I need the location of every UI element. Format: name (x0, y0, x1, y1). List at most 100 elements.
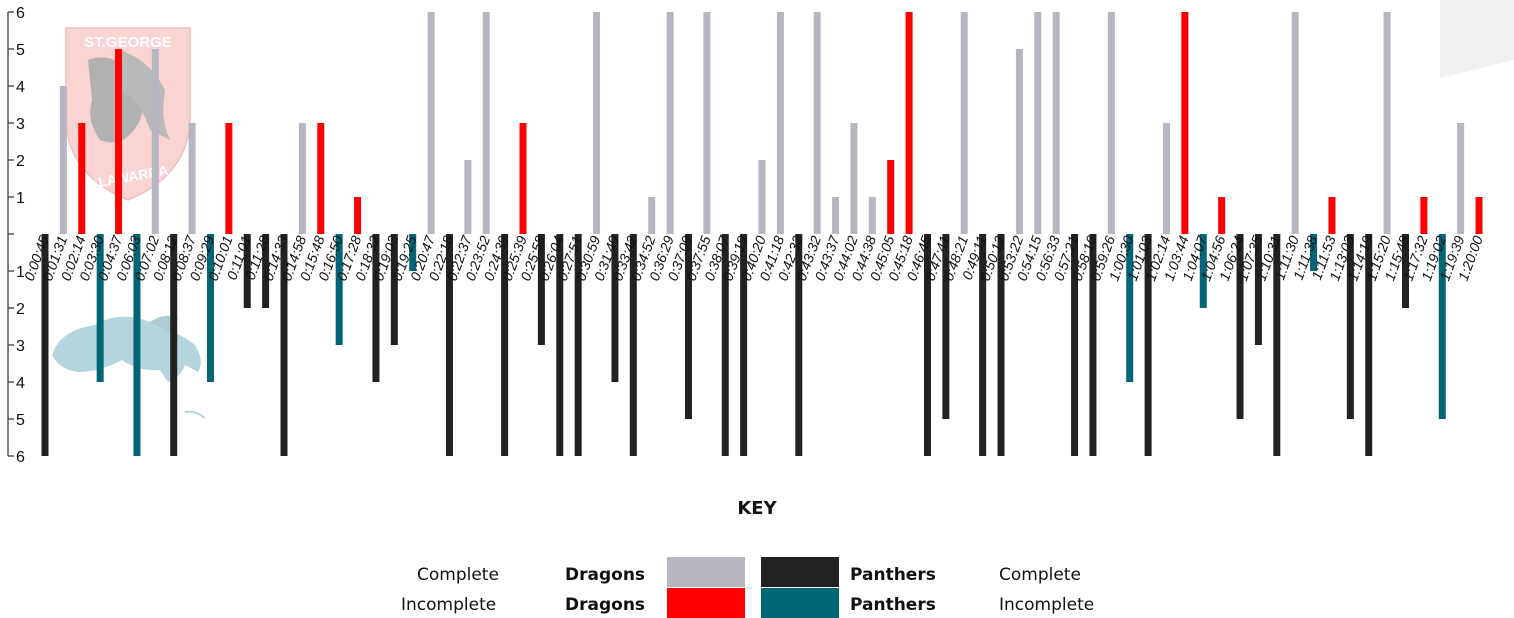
bar-dragons-incomplete (78, 123, 86, 234)
bar-panthers-incomplete (409, 234, 417, 271)
bar-panthers-complete (1144, 234, 1152, 456)
bar-panthers-complete (262, 234, 270, 308)
bar-dragons-incomplete (1475, 197, 1483, 234)
bar-dragons-incomplete (1218, 197, 1226, 234)
y-axis: 6 5 4 3 2 1 1 2 3 4 5 6 (7, 5, 25, 466)
y-tick-label: 3 (16, 116, 25, 133)
bar-chart: ST.GEORGE ILLAWARRA 6 5 4 3 2 1 1 2 3 4 5 6 0:00:45… (7, 0, 1514, 466)
bar-dragons-complete (1291, 12, 1299, 234)
bar-dragons-complete (813, 12, 821, 234)
y-tick-label: 5 (16, 42, 25, 59)
bar-dragons-complete (188, 123, 196, 234)
bar-dragons-incomplete (905, 12, 913, 234)
bar-panthers-complete (556, 234, 564, 456)
bar-dragons-incomplete (115, 49, 123, 234)
bar-panthers-complete (1089, 234, 1097, 456)
panthers-logo (52, 315, 206, 419)
bar-dragons-complete (832, 197, 840, 234)
bar-dragons-complete (482, 12, 490, 234)
y-tick-label: 6 (16, 449, 25, 466)
y-tick-label: 2 (16, 301, 25, 318)
bar-dragons-complete (648, 197, 656, 234)
x-tick-labels: 0:00:450:01:310:02:140:03:300:04:370:06:… (21, 232, 1486, 283)
legend-swatch-dragons-incomplete (667, 588, 745, 618)
bar-panthers-complete (721, 234, 729, 456)
bar-dragons-incomplete (1181, 12, 1189, 234)
bar-dragons-complete (298, 123, 306, 234)
bar-panthers-incomplete (1126, 234, 1134, 382)
bar-panthers-incomplete (133, 234, 141, 456)
bar-dragons-incomplete (225, 123, 233, 234)
y-tick-label: 2 (16, 153, 25, 170)
bar-dragons-incomplete (1420, 197, 1428, 234)
bar-dragons-complete (1107, 12, 1115, 234)
svg-text:ST.GEORGE: ST.GEORGE (84, 34, 172, 51)
bar-panthers-incomplete (1199, 234, 1207, 308)
bar-dragons-complete (758, 160, 766, 234)
bar-panthers-complete (243, 234, 251, 308)
bar-dragons-complete (427, 12, 435, 234)
bar-panthers-complete (1236, 234, 1244, 419)
bar-dragons-incomplete (354, 197, 362, 234)
y-tick-label: 1 (16, 190, 25, 207)
bar-panthers-incomplete (1438, 234, 1446, 419)
bar-panthers-complete (170, 234, 178, 456)
legend-panthers-complete-team: Panthers (850, 565, 936, 585)
bar-dragons-complete (1034, 12, 1042, 234)
bar-dragons-complete (703, 12, 711, 234)
key-title: KEY (737, 498, 777, 519)
bar-panthers-incomplete (96, 234, 104, 382)
bar-dragons-incomplete (1328, 197, 1336, 234)
legend-panthers-complete-kind: Complete (999, 565, 1081, 585)
bar-panthers-complete (795, 234, 803, 456)
bar-dragons-complete (59, 86, 67, 234)
bar-panthers-incomplete (1310, 234, 1318, 271)
bar-panthers-complete (1346, 234, 1354, 419)
bar-panthers-complete (611, 234, 619, 382)
bar-dragons-complete (1383, 12, 1391, 234)
legend-swatch-panthers-incomplete (761, 588, 839, 618)
bar-panthers-complete (740, 234, 748, 456)
legend-panthers-incomplete-kind: Incomplete (999, 595, 1095, 615)
bar-panthers-complete (372, 234, 380, 382)
bar-panthers-complete (574, 234, 582, 456)
bar-panthers-complete (41, 234, 49, 456)
legend-panthers-incomplete-team: Panthers (850, 595, 936, 615)
bar-panthers-complete (280, 234, 288, 456)
bar-panthers-complete (979, 234, 987, 456)
bar-panthers-incomplete (335, 234, 343, 345)
bars (41, 12, 1483, 456)
bar-panthers-complete (997, 234, 1005, 456)
bar-panthers-complete (629, 234, 637, 456)
bar-panthers-complete (537, 234, 545, 345)
bar-dragons-complete (1015, 49, 1023, 234)
team-logos: ST.GEORGE ILLAWARRA (52, 27, 206, 419)
bar-dragons-complete (151, 49, 159, 234)
legend-dragons-incomplete-team: Dragons (565, 595, 646, 615)
y-tick-label: 4 (16, 79, 25, 96)
legend-swatch-panthers-complete (761, 557, 839, 587)
bar-panthers-complete (445, 234, 453, 456)
legend-swatch-dragons-complete (667, 557, 745, 587)
bar-dragons-complete (593, 12, 601, 234)
legend-dragons-incomplete-kind: Incomplete (401, 595, 497, 615)
legend-dragons-complete-team: Dragons (565, 565, 646, 585)
bar-dragons-complete (850, 123, 858, 234)
bar-panthers-complete (1273, 234, 1281, 456)
bar-panthers-complete (1071, 234, 1079, 456)
bar-dragons-incomplete (317, 123, 325, 234)
bar-panthers-complete (1254, 234, 1262, 345)
bar-dragons-complete (960, 12, 968, 234)
y-tick-label: 5 (16, 412, 25, 429)
bar-dragons-incomplete (519, 123, 527, 234)
bar-dragons-complete (1162, 123, 1170, 234)
bar-panthers-incomplete (206, 234, 214, 382)
y-tick-label: 3 (16, 338, 25, 355)
legend-dragons-complete-kind: Complete (417, 565, 499, 585)
bar-panthers-complete (923, 234, 931, 456)
y-tick-label: 6 (16, 5, 25, 22)
bar-panthers-complete (390, 234, 398, 345)
y-tick-label: 4 (16, 375, 25, 392)
bar-dragons-incomplete (887, 160, 895, 234)
bar-panthers-complete (942, 234, 950, 419)
